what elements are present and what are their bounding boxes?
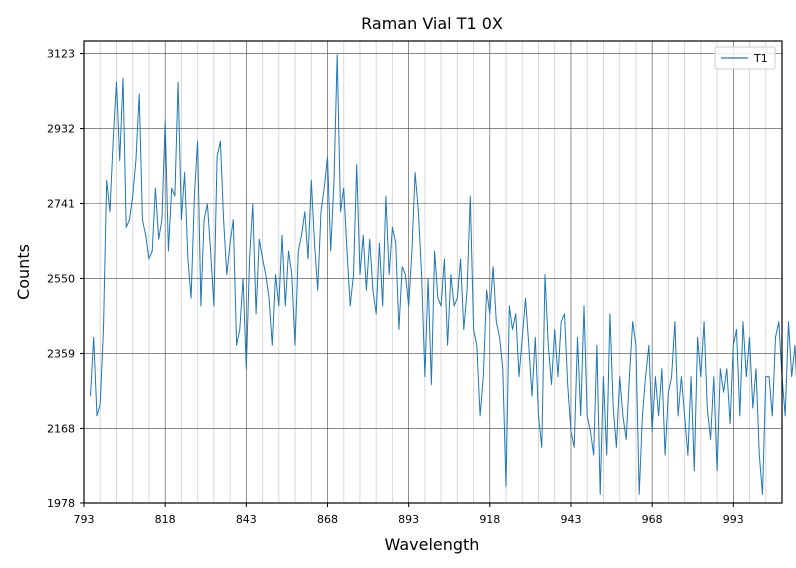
x-tick-label: 893 [398, 513, 419, 526]
y-tick-label: 2359 [47, 347, 75, 360]
plot-frame [83, 40, 783, 504]
y-axis: 1978 2168 2359 2550 2741 2932 3123 [47, 48, 84, 510]
series-line-t1 [90, 54, 796, 495]
y-tick-label: 1978 [47, 497, 75, 510]
minor-grid [99, 41, 783, 503]
x-tick-label: 968 [642, 513, 663, 526]
y-tick-label: 2741 [47, 198, 75, 211]
legend-label-t1: T1 [753, 52, 768, 65]
legend: T1 [714, 46, 776, 70]
x-tick-label: 943 [560, 513, 581, 526]
y-tick-label: 2932 [47, 123, 75, 136]
y-tick-label: 3123 [47, 48, 75, 61]
x-tick-label: 993 [723, 513, 744, 526]
x-axis: 793 818 843 868 893 918 943 968 993 [74, 503, 744, 526]
y-tick-label: 2550 [47, 272, 75, 285]
series-layer [90, 54, 796, 495]
y-axis-title: Counts [14, 244, 33, 300]
chart-title: Raman Vial T1 0X [361, 14, 503, 33]
x-tick-label: 793 [74, 513, 95, 526]
x-tick-label: 843 [236, 513, 257, 526]
y-tick-label: 2168 [47, 422, 75, 435]
x-tick-label: 818 [155, 513, 176, 526]
x-tick-label: 918 [479, 513, 500, 526]
x-axis-title: Wavelength [385, 535, 480, 554]
x-tick-label: 868 [317, 513, 338, 526]
